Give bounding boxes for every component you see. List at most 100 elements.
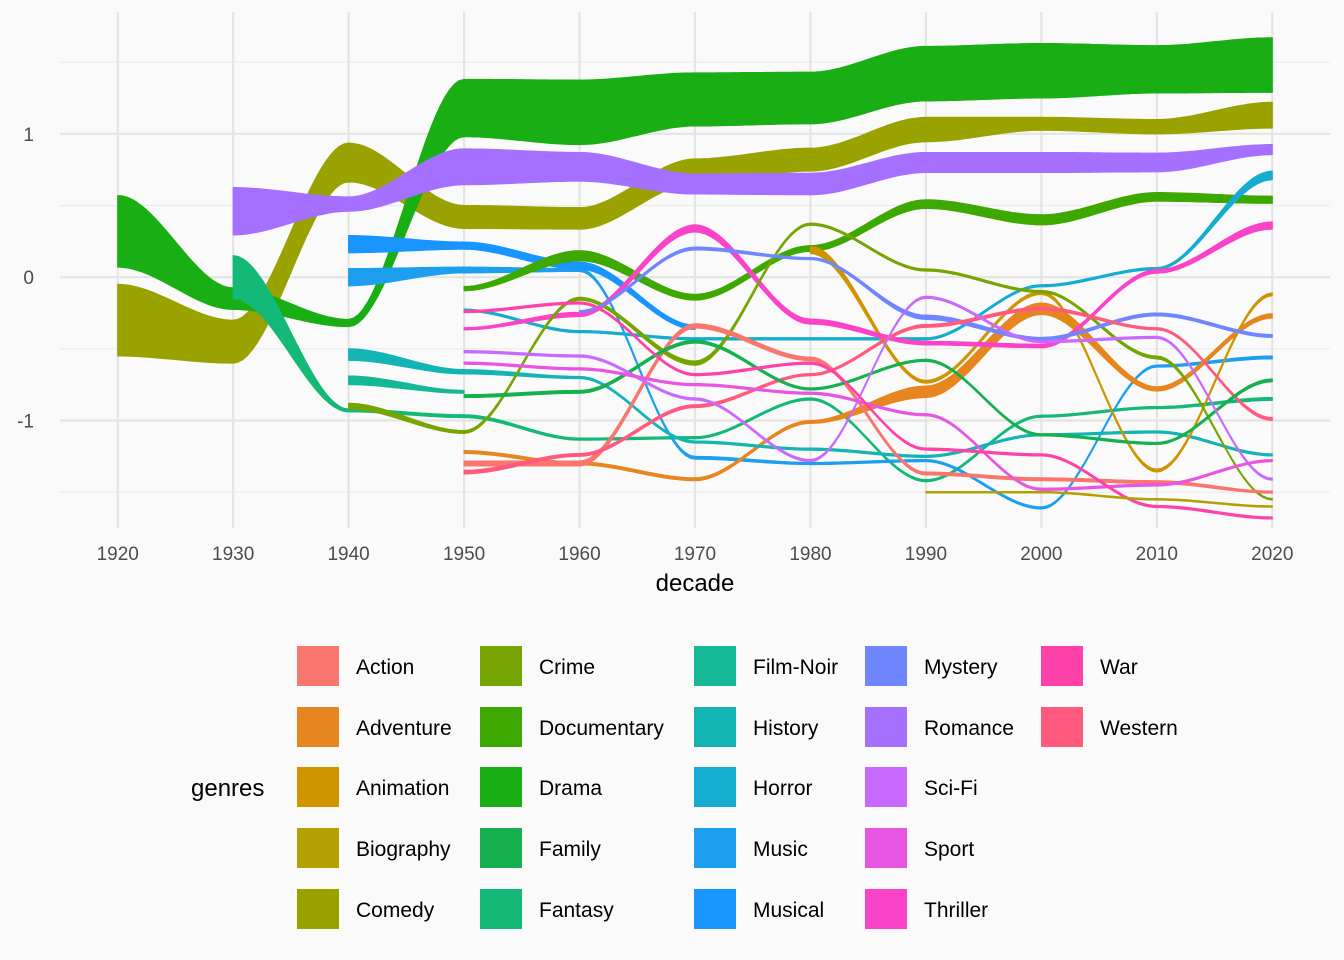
series-western	[463, 306, 1273, 475]
series-comedy	[117, 101, 1273, 364]
legend-label: Film-Noir	[753, 656, 838, 679]
legend-swatch	[297, 889, 339, 929]
legend-item: Animation	[297, 767, 449, 807]
legend-swatch	[480, 828, 522, 868]
legend-swatch	[297, 707, 339, 747]
legend-item: Film-Noir	[694, 646, 838, 686]
legend-swatch	[865, 767, 907, 807]
legend-item: Musical	[694, 889, 824, 929]
legend-item: Music	[694, 828, 808, 868]
legend-swatch	[480, 646, 522, 686]
legend-item: Crime	[480, 646, 595, 686]
legend-label: Mystery	[924, 656, 998, 679]
legend-swatch	[694, 828, 736, 868]
series-action	[463, 323, 1273, 494]
legend-item: Thriller	[865, 889, 988, 929]
legend-label: Drama	[539, 777, 602, 800]
series-romance	[232, 144, 1273, 236]
legend-label: Comedy	[356, 899, 435, 922]
series-mystery	[578, 246, 1273, 341]
legend-item: Comedy	[297, 889, 435, 929]
x-tick-label: 1970	[674, 544, 716, 565]
legend-swatch	[694, 889, 736, 929]
series-documentary	[463, 192, 1273, 301]
legend-item: History	[694, 707, 819, 747]
legend-item: Romance	[865, 707, 1014, 747]
x-tick-label: 1950	[443, 544, 485, 565]
legend-label: War	[1100, 656, 1138, 679]
legend-label: Animation	[356, 777, 449, 800]
legend-swatch	[865, 889, 907, 929]
legend-label: History	[753, 717, 819, 740]
series-crime	[348, 222, 1273, 501]
legend-swatch	[694, 646, 736, 686]
legend-item: Biography	[297, 828, 451, 868]
series-animation	[809, 245, 1273, 473]
legend-swatch	[480, 889, 522, 929]
legend-swatch	[480, 707, 522, 747]
legend-item: Documentary	[480, 707, 664, 747]
legend-label: Action	[356, 656, 414, 679]
x-tick-label: 1960	[558, 544, 600, 565]
legend-label: Musical	[753, 899, 824, 922]
x-tick-label: 1930	[212, 544, 254, 565]
legend-label: Music	[753, 838, 808, 861]
y-tick-label: -1	[17, 412, 34, 433]
legend-item: Drama	[480, 767, 602, 807]
legend-swatch	[1041, 707, 1083, 747]
legend-label: Romance	[924, 717, 1014, 740]
legend-swatch	[694, 707, 736, 747]
legend-label: Thriller	[924, 899, 988, 922]
legend-swatch	[480, 767, 522, 807]
x-tick-label: 2020	[1251, 544, 1293, 565]
legend-item: War	[1041, 646, 1138, 686]
legend-title: genres	[191, 775, 264, 802]
series-biography	[925, 490, 1273, 508]
legend: genres Action Adventure Animation Biography…	[191, 646, 1178, 929]
legend-swatch	[1041, 646, 1083, 686]
legend-item: Mystery	[865, 646, 998, 686]
series-layer	[117, 37, 1273, 520]
series-fantasy	[232, 255, 1273, 483]
x-tick-label: 2010	[1136, 544, 1178, 565]
legend-label: Sci-Fi	[924, 777, 978, 800]
series-musical	[348, 235, 696, 331]
legend-label: Western	[1100, 717, 1178, 740]
legend-label: Crime	[539, 656, 595, 679]
x-tick-label: 1940	[327, 544, 369, 565]
axes: 1920 1930 1940 1950 1960 1970 1980 1990 2000 2010…	[17, 125, 1293, 565]
legend-swatch	[865, 707, 907, 747]
legend-label: Sport	[924, 838, 974, 861]
legend-swatch	[865, 646, 907, 686]
series-music	[348, 266, 1273, 510]
legend-label: Biography	[356, 838, 451, 861]
legend-label: Adventure	[356, 717, 452, 740]
legend-label: Family	[539, 838, 601, 861]
legend-label: Fantasy	[539, 899, 614, 922]
series-war	[463, 301, 1273, 520]
x-axis-title: decade	[656, 570, 735, 597]
series-adventure	[463, 302, 1273, 482]
legend-item: Fantasy	[480, 889, 614, 929]
legend-swatch	[297, 646, 339, 686]
legend-swatch	[694, 767, 736, 807]
legend-label: Documentary	[539, 717, 664, 740]
series-film-noir	[348, 375, 465, 394]
x-tick-label: 1990	[905, 544, 947, 565]
legend-item: Family	[480, 828, 601, 868]
legend-swatch	[297, 828, 339, 868]
legend-item: Sport	[865, 828, 974, 868]
series-sci-fi	[463, 295, 1273, 481]
legend-swatch	[865, 828, 907, 868]
legend-item: Action	[297, 646, 414, 686]
legend-item: Horror	[694, 767, 813, 807]
legend-item: Western	[1041, 707, 1178, 747]
y-tick-label: 0	[23, 268, 34, 289]
legend-item: Sci-Fi	[865, 767, 978, 807]
x-tick-label: 1920	[97, 544, 139, 565]
x-tick-label: 2000	[1020, 544, 1062, 565]
legend-item: Adventure	[297, 707, 452, 747]
y-tick-label: 1	[23, 125, 34, 146]
